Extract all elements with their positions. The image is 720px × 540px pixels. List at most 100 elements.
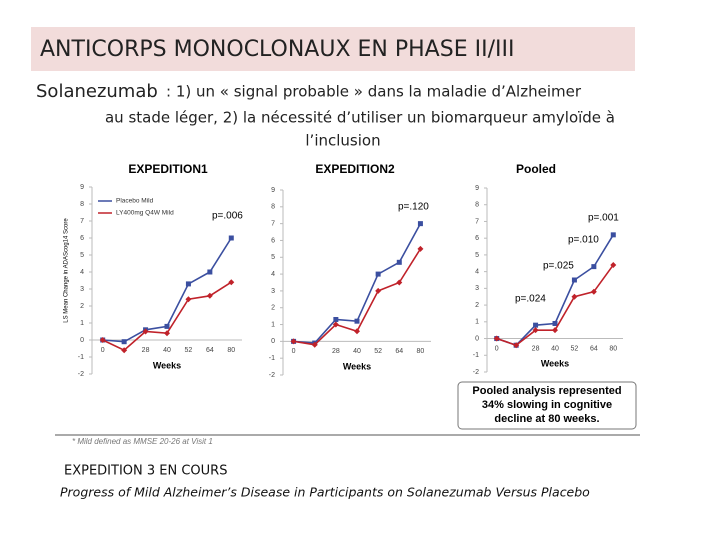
- y-tick-label: 8: [271, 204, 275, 211]
- y-tick-label: 6: [80, 235, 84, 242]
- y-tick-label: 2: [271, 305, 275, 312]
- y-tick-label: 4: [80, 269, 84, 276]
- note-text: 34% slowing in cognitive: [482, 399, 612, 411]
- marker: [207, 269, 213, 275]
- marker: [571, 293, 578, 300]
- y-tick-label: 4: [271, 271, 275, 278]
- marker: [228, 235, 234, 241]
- annotation: p=.006: [212, 211, 243, 222]
- marker: [375, 271, 381, 277]
- y-axis-label: LS Mean Change in ADAScog14 Score: [64, 218, 70, 323]
- x-tick-label: 40: [163, 347, 171, 354]
- marker: [354, 328, 360, 335]
- marker: [552, 327, 558, 334]
- y-tick-label: 1: [80, 320, 84, 327]
- marker: [610, 261, 617, 268]
- y-tick-label: 7: [80, 218, 84, 225]
- x-axis-label: Weeks: [343, 361, 371, 371]
- x-tick-label: 0: [292, 348, 296, 355]
- marker: [610, 232, 616, 238]
- y-tick-label: 7: [271, 220, 275, 227]
- x-axis-label: Weeks: [153, 360, 181, 370]
- marker: [185, 281, 191, 287]
- x-tick-label: 80: [609, 345, 617, 352]
- y-tick-label: 9: [271, 187, 275, 194]
- marker: [571, 277, 577, 283]
- y-tick-label: -1: [78, 354, 84, 361]
- x-tick-label: 64: [395, 348, 403, 355]
- note-text: decline at 80 weeks.: [494, 413, 599, 425]
- x-tick-label: 0: [101, 347, 105, 354]
- x-tick-label: 80: [227, 347, 235, 354]
- chart-title: EXPEDITION1: [128, 162, 208, 176]
- x-tick-label: 28: [332, 348, 340, 355]
- marker: [164, 330, 170, 337]
- annotation: p=.010: [568, 235, 599, 246]
- marker: [185, 296, 192, 303]
- y-tick-label: 5: [271, 254, 275, 261]
- x-tick-label: 28: [142, 347, 150, 354]
- y-tick-label: 3: [271, 288, 275, 295]
- y-tick-label: 0: [475, 335, 479, 342]
- marker: [332, 321, 339, 328]
- note-box: [457, 381, 637, 430]
- marker: [311, 341, 318, 348]
- y-tick-label: -2: [78, 371, 84, 378]
- marker: [99, 337, 106, 343]
- annotation: p=.025: [543, 261, 574, 272]
- x-tick-label: 40: [353, 348, 361, 355]
- marker: [533, 322, 539, 328]
- y-tick-label: 1: [475, 319, 479, 326]
- legend-label: LY400mg Q4W Mild: [116, 210, 174, 217]
- y-tick-label: 8: [475, 202, 479, 209]
- y-tick-label: -1: [269, 355, 275, 362]
- y-tick-label: -2: [269, 372, 275, 379]
- marker: [513, 342, 520, 349]
- marker: [552, 320, 558, 326]
- x-tick-label: 52: [185, 347, 193, 354]
- marker: [590, 288, 597, 295]
- marker: [228, 279, 235, 286]
- y-tick-label: 0: [271, 338, 275, 345]
- note-text: Pooled analysis represented: [472, 385, 621, 397]
- y-tick-label: 3: [80, 286, 84, 293]
- title-background: [31, 27, 635, 71]
- annotation: p=.001: [588, 213, 619, 224]
- x-tick-label: 40: [551, 345, 559, 352]
- marker: [375, 287, 382, 294]
- x-tick-label: 0: [495, 345, 499, 352]
- y-tick-label: 6: [271, 237, 275, 244]
- marker: [121, 347, 128, 354]
- y-tick-label: 6: [475, 235, 479, 242]
- chart-title: Pooled: [516, 162, 556, 176]
- marker: [417, 245, 424, 252]
- marker: [206, 292, 213, 299]
- marker: [417, 221, 423, 227]
- marker: [396, 279, 403, 286]
- subtitle: au stade léger, 2) la nécessité d’utilis…: [105, 109, 615, 127]
- caption: Progress of Mild Alzheimer’s Disease in …: [60, 485, 590, 500]
- y-tick-label: 1: [271, 321, 275, 328]
- marker: [493, 335, 500, 342]
- x-tick-label: 52: [374, 348, 382, 355]
- subtitle: l’inclusion: [305, 132, 380, 150]
- chart-title: EXPEDITION2: [315, 162, 395, 176]
- marker: [164, 323, 170, 329]
- subtitle: : 1) un « signal probable » dans la mala…: [166, 83, 582, 101]
- marker: [290, 338, 297, 345]
- status: EXPEDITION 3 EN COURS: [64, 464, 227, 479]
- y-tick-label: -2: [473, 369, 479, 376]
- y-tick-label: 2: [475, 302, 479, 309]
- y-tick-label: 9: [80, 184, 84, 191]
- y-tick-label: 7: [475, 218, 479, 225]
- marker: [532, 327, 539, 334]
- y-tick-label: 4: [475, 268, 479, 275]
- marker: [121, 339, 127, 345]
- y-tick-label: 3: [475, 285, 479, 292]
- x-axis-label: Weeks: [541, 358, 569, 368]
- y-tick-label: 9: [475, 185, 479, 192]
- x-tick-label: 28: [532, 345, 540, 352]
- x-tick-label: 52: [571, 345, 579, 352]
- y-tick-label: 5: [80, 252, 84, 259]
- y-tick-label: 0: [80, 337, 84, 344]
